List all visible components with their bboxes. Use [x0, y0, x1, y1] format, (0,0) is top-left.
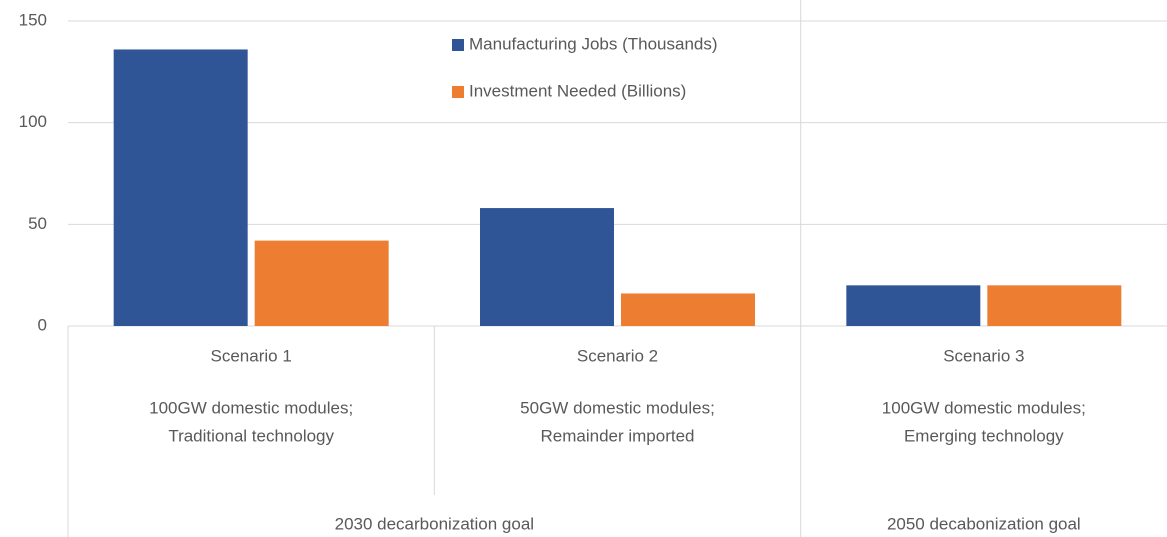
y-tick-label: 100 [19, 112, 47, 131]
legend-label: Investment Needed (Billions) [469, 81, 686, 100]
y-tick-label: 0 [38, 315, 47, 334]
category-description: Traditional technology [168, 426, 334, 445]
category-description: Emerging technology [904, 426, 1064, 445]
bar [846, 285, 981, 326]
category-description: 50GW domestic modules; [520, 398, 715, 417]
bar [480, 208, 614, 326]
legend-swatch [452, 86, 464, 98]
bar [987, 285, 1122, 326]
group-label: 2030 decarbonization goal [335, 514, 534, 533]
x-tick-label: Scenario 3 [943, 346, 1024, 365]
category-description: 100GW domestic modules; [149, 398, 353, 417]
legend-label: Manufacturing Jobs (Thousands) [469, 34, 718, 53]
y-tick-label: 50 [28, 214, 47, 233]
bar [254, 240, 389, 326]
x-tick-label: Scenario 1 [211, 346, 292, 365]
bar [113, 49, 248, 326]
bar [621, 293, 755, 326]
category-description: 100GW domestic modules; [882, 398, 1086, 417]
y-tick-label: 150 [19, 10, 47, 29]
category-description: Remainder imported [540, 426, 694, 445]
group-label: 2050 decabonization goal [887, 514, 1081, 533]
legend-swatch [452, 39, 464, 51]
x-tick-label: Scenario 2 [577, 346, 658, 365]
